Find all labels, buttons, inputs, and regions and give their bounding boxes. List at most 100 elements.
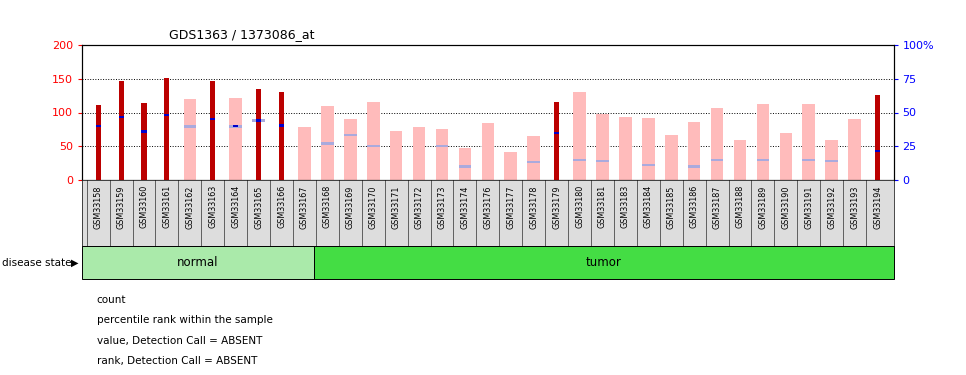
Bar <box>875 95 880 180</box>
Bar <box>82 246 314 279</box>
Text: GSM33173: GSM33173 <box>438 185 446 229</box>
Text: GSM33162: GSM33162 <box>185 185 194 229</box>
Text: GSM33190: GSM33190 <box>781 185 790 229</box>
Text: GSM33176: GSM33176 <box>483 185 493 229</box>
Text: GSM33192: GSM33192 <box>827 185 837 229</box>
Bar <box>756 159 769 161</box>
Text: GSM33193: GSM33193 <box>850 185 859 229</box>
Text: GSM33177: GSM33177 <box>506 185 515 229</box>
Text: GSM33178: GSM33178 <box>529 185 538 229</box>
Text: GSM33186: GSM33186 <box>690 185 698 228</box>
Bar <box>619 117 632 180</box>
Text: ▶: ▶ <box>71 258 78 267</box>
Text: GSM33188: GSM33188 <box>735 185 745 228</box>
Text: GSM33189: GSM33189 <box>758 185 767 229</box>
Bar <box>211 118 215 120</box>
Bar <box>665 135 677 180</box>
Bar <box>596 160 609 162</box>
Text: rank, Detection Call = ABSENT: rank, Detection Call = ABSENT <box>97 356 257 366</box>
Text: GSM33184: GSM33184 <box>643 185 653 228</box>
Bar <box>256 89 261 180</box>
Text: percentile rank within the sample: percentile rank within the sample <box>97 315 272 325</box>
Bar <box>803 159 815 161</box>
Text: GSM33191: GSM33191 <box>805 185 813 229</box>
Text: count: count <box>97 295 127 305</box>
Text: GSM33170: GSM33170 <box>369 185 378 229</box>
Bar <box>233 125 239 127</box>
Bar <box>527 136 540 180</box>
Bar <box>803 104 815 180</box>
Text: GSM33172: GSM33172 <box>414 185 423 229</box>
Bar <box>96 125 100 127</box>
Bar <box>344 134 356 136</box>
Text: GSM33159: GSM33159 <box>117 185 126 229</box>
Bar <box>554 102 559 180</box>
Bar <box>848 119 861 180</box>
Bar <box>314 246 894 279</box>
Bar <box>119 81 124 180</box>
Bar <box>642 118 655 180</box>
Text: GSM33160: GSM33160 <box>139 185 149 228</box>
Bar <box>367 102 380 180</box>
Bar <box>279 124 284 126</box>
Text: GSM33194: GSM33194 <box>873 185 882 229</box>
Bar <box>141 130 147 133</box>
Text: GSM33168: GSM33168 <box>323 185 332 228</box>
Text: GSM33171: GSM33171 <box>391 185 401 229</box>
Bar <box>504 152 517 180</box>
Text: GSM33169: GSM33169 <box>346 185 355 229</box>
Text: GSM33158: GSM33158 <box>94 185 102 229</box>
Bar <box>119 116 124 118</box>
Text: disease state: disease state <box>2 258 71 267</box>
Text: GSM33181: GSM33181 <box>598 185 607 228</box>
Bar <box>825 140 838 180</box>
Bar <box>256 119 261 122</box>
Bar <box>184 126 196 128</box>
Bar <box>711 159 724 161</box>
Text: GSM33187: GSM33187 <box>713 185 722 229</box>
Bar <box>436 129 448 180</box>
Bar <box>279 92 284 180</box>
Bar <box>554 132 559 134</box>
Text: GSM33167: GSM33167 <box>300 185 309 229</box>
Bar <box>688 165 700 168</box>
Bar <box>184 99 196 180</box>
Bar <box>164 78 169 180</box>
Text: GDS1363 / 1373086_at: GDS1363 / 1373086_at <box>169 28 315 41</box>
Text: GSM33161: GSM33161 <box>162 185 171 228</box>
Text: normal: normal <box>178 256 218 269</box>
Bar <box>390 131 403 180</box>
Bar <box>321 106 333 180</box>
Bar <box>825 160 838 162</box>
Bar <box>141 103 147 180</box>
Bar <box>229 126 242 128</box>
Text: value, Detection Call = ABSENT: value, Detection Call = ABSENT <box>97 336 262 346</box>
Bar <box>252 119 265 122</box>
Bar <box>344 118 356 180</box>
Bar <box>875 150 880 152</box>
Bar <box>481 123 495 180</box>
Bar <box>573 92 585 180</box>
Text: GSM33165: GSM33165 <box>254 185 263 229</box>
Bar <box>756 104 769 180</box>
Bar <box>164 114 169 116</box>
Bar <box>642 164 655 166</box>
Text: GSM33164: GSM33164 <box>231 185 241 228</box>
Bar <box>596 114 609 180</box>
Bar <box>229 98 242 180</box>
Bar <box>96 105 100 180</box>
Bar <box>436 145 448 147</box>
Bar <box>527 160 540 163</box>
Text: tumor: tumor <box>585 256 622 269</box>
Bar <box>367 145 380 147</box>
Text: GSM33163: GSM33163 <box>209 185 217 228</box>
Text: GSM33179: GSM33179 <box>553 185 561 229</box>
Bar <box>573 159 585 161</box>
Bar <box>321 142 333 145</box>
Text: GSM33185: GSM33185 <box>667 185 675 229</box>
Text: GSM33166: GSM33166 <box>277 185 286 228</box>
Bar <box>298 127 311 180</box>
Bar <box>459 148 471 180</box>
Bar <box>780 133 792 180</box>
Bar <box>459 165 471 168</box>
